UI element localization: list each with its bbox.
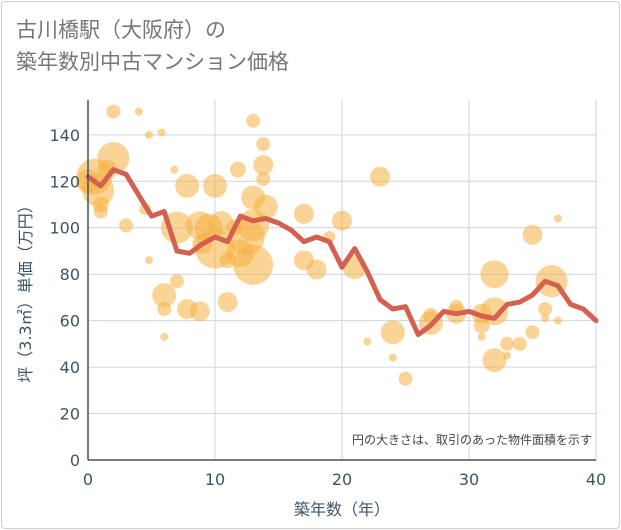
chart-title-line1: 古川橋駅（大阪府）の (16, 18, 226, 42)
y-tick-label: 40 (60, 358, 80, 377)
y-tick-label: 60 (60, 312, 80, 331)
bubble (541, 314, 550, 323)
x-tick-label: 0 (83, 470, 93, 489)
bubble (256, 171, 271, 186)
axes (87, 100, 596, 461)
y-tick-label: 140 (49, 126, 80, 145)
bubble (500, 336, 515, 351)
bubble (246, 113, 261, 128)
bubble (332, 210, 352, 231)
bubble (93, 204, 108, 219)
bubble (189, 301, 210, 322)
bubble (363, 337, 372, 346)
bubble (512, 336, 527, 351)
bubble (306, 259, 327, 280)
chart-title: 古川橋駅（大阪府）の 築年数別中古マンション価格 (16, 14, 289, 78)
bubble (175, 173, 200, 198)
bubble (480, 297, 509, 326)
bubble (217, 292, 238, 313)
x-tick-label: 30 (459, 470, 479, 489)
bubble (293, 203, 314, 224)
bubble (119, 218, 134, 233)
bubble (370, 166, 391, 187)
x-axis-label: 築年数（年） (294, 500, 390, 519)
bubble (160, 332, 169, 341)
bubble (170, 165, 179, 174)
bubble (525, 325, 540, 340)
bubble (152, 283, 177, 308)
bubble (398, 371, 413, 386)
bubble (553, 316, 562, 325)
bubble (482, 348, 507, 373)
bubble (229, 161, 246, 178)
bubble (477, 332, 486, 341)
y-tick-label: 0 (70, 451, 80, 470)
bubble (253, 194, 278, 219)
bubble (97, 142, 130, 175)
bubble (169, 274, 184, 289)
y-tick-label: 20 (60, 405, 80, 424)
bubble (553, 214, 562, 223)
bubble (538, 302, 553, 317)
y-tick-label: 80 (60, 265, 80, 284)
bubble (157, 128, 166, 137)
y-axis-label: 坪（3.3㎡）単価（万円） (16, 197, 35, 382)
x-tick-label: 40 (586, 470, 606, 489)
bubble (522, 224, 543, 245)
bubble (144, 256, 153, 265)
bubble (106, 104, 121, 119)
bubble-size-note: 円の大きさは、取引のあった物件面積を示す (352, 432, 592, 447)
bubble (380, 320, 405, 345)
bubble-layer (76, 104, 568, 386)
bubble (503, 351, 512, 360)
x-tick-label: 20 (332, 470, 352, 489)
y-tick-label: 120 (49, 172, 80, 191)
bubble (203, 173, 227, 198)
bubble (253, 155, 274, 176)
bubble (144, 130, 153, 139)
bubble (134, 107, 143, 116)
bubble (256, 137, 271, 152)
tick-labels: 0 20 40 60 80 100 120 140 0 10 20 30 40 (49, 126, 606, 489)
average-price-line (85, 167, 599, 338)
bubble (388, 353, 397, 362)
bubble (157, 302, 172, 317)
grid-lines (87, 100, 597, 461)
x-tick-label: 10 (205, 470, 225, 489)
bubble (233, 244, 274, 285)
chart-title-line2: 築年数別中古マンション価格 (16, 50, 289, 74)
bubble (480, 260, 509, 289)
y-tick-label: 100 (49, 219, 80, 238)
